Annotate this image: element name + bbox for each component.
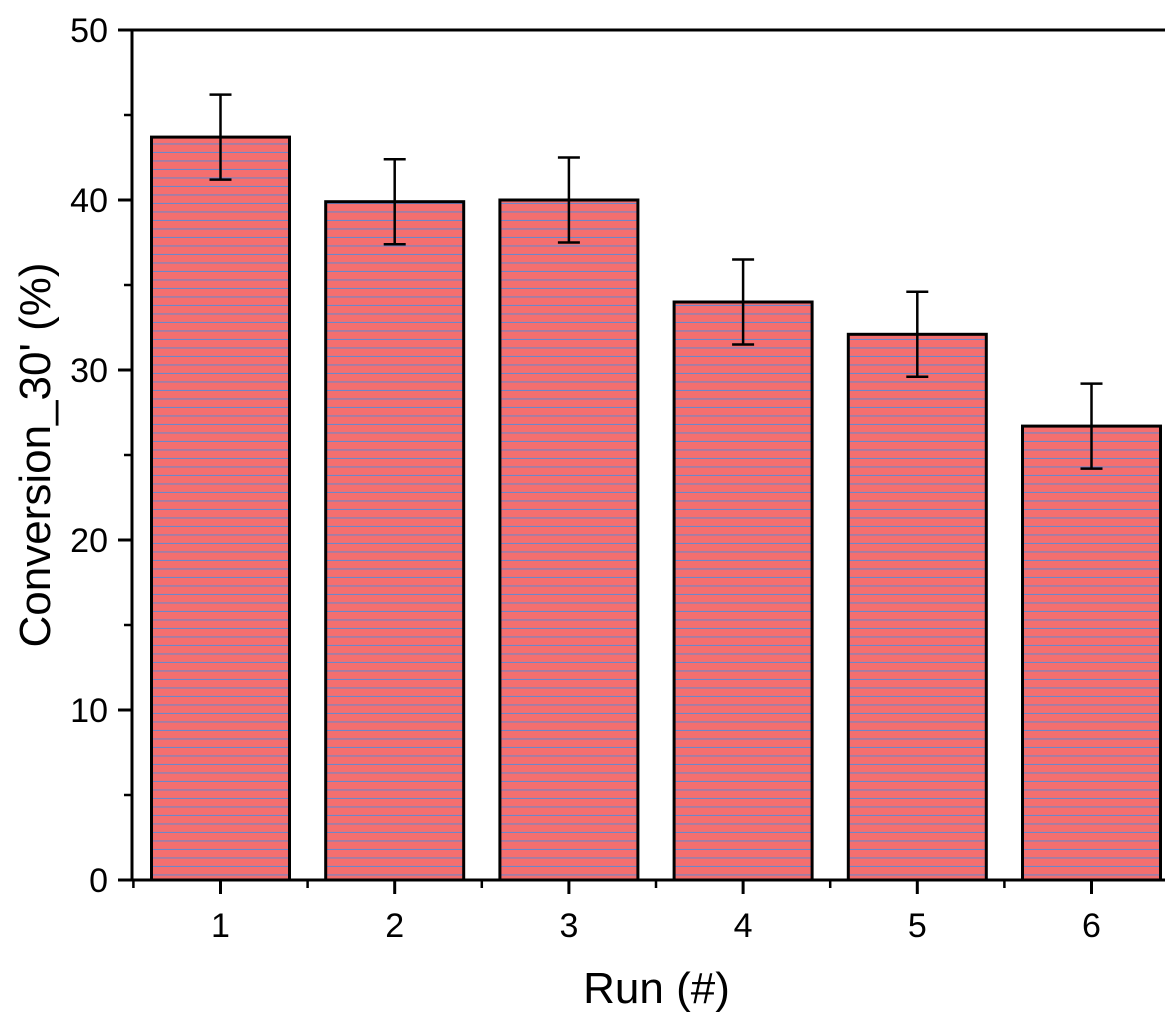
bars-layer [150,135,1162,882]
bar-3 [498,198,640,882]
y-tick-label: 10 [70,692,108,730]
error-bar-4 [732,258,755,346]
y-tick-label: 50 [70,12,108,50]
x-tick-label: 5 [908,907,927,945]
x-ticks-layer: 1 2 3 4 5 6 [132,880,1101,945]
y-tick-label: 0 [89,862,108,900]
bar-2 [324,200,466,882]
error-bars-layer [209,93,1103,470]
y-ticks-layer: 0 10 20 30 40 50 [70,12,132,900]
y-axis-title: Conversion_30' (%) [11,262,60,647]
y-tick-label: 30 [70,352,108,390]
y-tick-label: 40 [70,182,108,220]
x-axis-title: Run (#) [583,964,730,1013]
error-bar-6 [1080,382,1103,470]
x-tick-label: 6 [1082,907,1101,945]
bar-5 [846,332,988,882]
bar-6 [1021,424,1162,882]
y-tick-label: 20 [70,522,108,560]
x-tick-label: 3 [559,907,578,945]
error-bar-2 [383,157,406,246]
error-bar-1 [209,93,232,181]
x-tick-label: 4 [734,907,753,945]
bar-1 [150,135,291,882]
error-bar-3 [557,156,580,244]
error-bar-5 [906,290,929,379]
x-tick-label: 1 [211,907,230,945]
bar-4 [672,300,814,882]
x-tick-label: 2 [385,907,404,945]
